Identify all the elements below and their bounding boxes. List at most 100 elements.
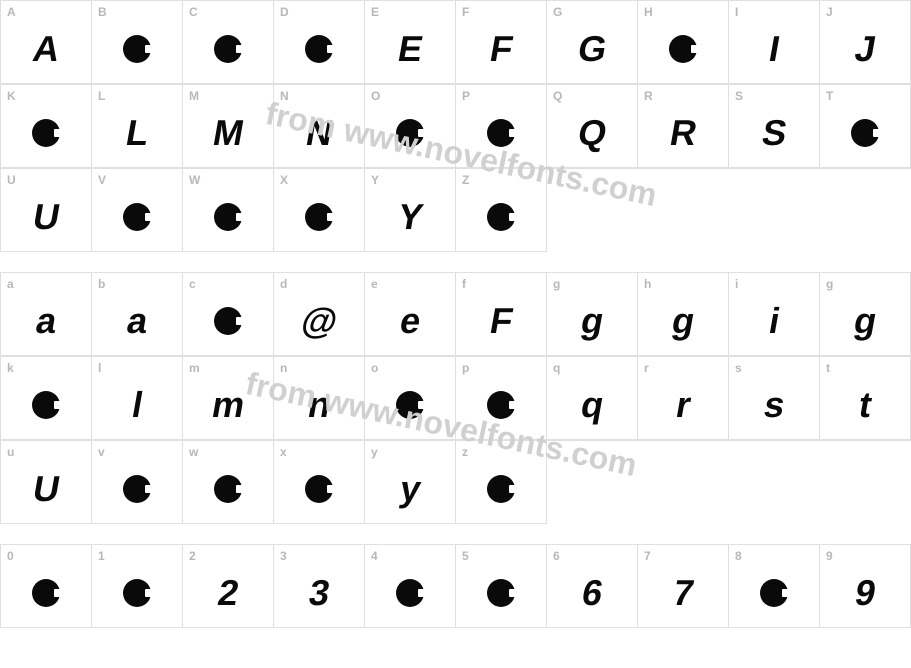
cell-label: X xyxy=(280,173,288,187)
cell-label: e xyxy=(371,277,378,291)
glyph-cell[interactable]: tt xyxy=(820,357,911,440)
glyph-cell[interactable]: d@ xyxy=(274,273,365,356)
glyph-display: N xyxy=(303,112,335,154)
glyph-cell[interactable]: AA xyxy=(1,1,92,84)
glyph-cell[interactable]: Z xyxy=(456,169,547,252)
glyph-cell[interactable]: K xyxy=(1,85,92,168)
glyph-cell[interactable]: ll xyxy=(92,357,183,440)
glyph-cell[interactable]: 8 xyxy=(729,545,820,628)
cell-label: J xyxy=(826,5,833,19)
glyph-cell[interactable]: aa xyxy=(1,273,92,356)
glyph-cell[interactable]: MM xyxy=(183,85,274,168)
glyph-cell[interactable]: ee xyxy=(365,273,456,356)
glyph-cell[interactable]: EE xyxy=(365,1,456,84)
glyph-display: F xyxy=(487,28,515,70)
cell-label: N xyxy=(280,89,289,103)
glyph-cell[interactable]: z xyxy=(456,441,547,524)
cell-label: D xyxy=(280,5,289,19)
cell-label: a xyxy=(7,277,14,291)
glyph-display: @ xyxy=(298,300,340,342)
glyph-cell[interactable]: NN xyxy=(274,85,365,168)
glyph-cell[interactable]: 22 xyxy=(183,545,274,628)
glyph-cell[interactable]: 4 xyxy=(365,545,456,628)
glyph-cell[interactable]: B xyxy=(92,1,183,84)
cell-label: A xyxy=(7,5,16,19)
glyph-cell[interactable]: LL xyxy=(92,85,183,168)
glyph-cell[interactable]: 66 xyxy=(547,545,638,628)
cell-label: H xyxy=(644,5,653,19)
glyph-cell[interactable]: RR xyxy=(638,85,729,168)
glyph-cell[interactable]: H xyxy=(638,1,729,84)
glyph-cell[interactable]: nn xyxy=(274,357,365,440)
glyph-cell[interactable]: ss xyxy=(729,357,820,440)
cell-label: y xyxy=(371,445,378,459)
glyph-cell[interactable]: YY xyxy=(365,169,456,252)
glyph-cell[interactable]: w xyxy=(183,441,274,524)
glyph-cell[interactable]: o xyxy=(365,357,456,440)
glyph-cell[interactable]: SS xyxy=(729,85,820,168)
placeholder-glyph-icon xyxy=(123,579,151,607)
glyph-cell[interactable]: fF xyxy=(456,273,547,356)
glyph-cell[interactable]: yy xyxy=(365,441,456,524)
glyph-display: A xyxy=(30,28,62,70)
glyph-cell[interactable]: x xyxy=(274,441,365,524)
placeholder-glyph-icon xyxy=(487,119,515,147)
cell-label: x xyxy=(280,445,287,459)
glyph-cell[interactable]: ii xyxy=(729,273,820,356)
glyph-cell[interactable]: P xyxy=(456,85,547,168)
placeholder-glyph-icon xyxy=(396,119,424,147)
glyph-cell[interactable]: gg xyxy=(547,273,638,356)
glyph-cell[interactable]: GG xyxy=(547,1,638,84)
cell-label: q xyxy=(553,361,560,375)
glyph-cell[interactable]: v xyxy=(92,441,183,524)
placeholder-glyph-icon xyxy=(214,475,242,503)
cell-label: p xyxy=(462,361,469,375)
glyph-cell[interactable]: p xyxy=(456,357,547,440)
glyph-cell[interactable]: 0 xyxy=(1,545,92,628)
glyph-cell[interactable]: qq xyxy=(547,357,638,440)
glyph-cell[interactable]: ba xyxy=(92,273,183,356)
glyph-cell[interactable]: JJ xyxy=(820,1,911,84)
placeholder-glyph-icon xyxy=(214,203,242,231)
glyph-cell[interactable]: 77 xyxy=(638,545,729,628)
empty-cell xyxy=(547,169,638,252)
glyph-cell[interactable]: D xyxy=(274,1,365,84)
glyph-display: J xyxy=(852,28,878,70)
empty-cell xyxy=(638,169,729,252)
glyph-cell[interactable]: rr xyxy=(638,357,729,440)
glyph-cell[interactable]: II xyxy=(729,1,820,84)
glyph-cell[interactable]: 5 xyxy=(456,545,547,628)
glyph-cell[interactable]: 33 xyxy=(274,545,365,628)
glyph-cell[interactable]: O xyxy=(365,85,456,168)
glyph-cell[interactable]: X xyxy=(274,169,365,252)
glyph-cell[interactable]: mm xyxy=(183,357,274,440)
placeholder-glyph-icon xyxy=(123,203,151,231)
cell-label: O xyxy=(371,89,380,103)
glyph-cell[interactable]: c xyxy=(183,273,274,356)
character-row: uUvwx yyz xyxy=(0,440,911,524)
cell-label: C xyxy=(189,5,198,19)
glyph-cell[interactable]: W xyxy=(183,169,274,252)
glyph-cell[interactable]: FF xyxy=(456,1,547,84)
glyph-cell[interactable]: hg xyxy=(638,273,729,356)
glyph-cell[interactable]: uU xyxy=(1,441,92,524)
glyph-cell[interactable]: QQ xyxy=(547,85,638,168)
glyph-cell[interactable]: 1 xyxy=(92,545,183,628)
cell-label: m xyxy=(189,361,200,375)
glyph-display: t xyxy=(856,384,874,426)
glyph-cell[interactable]: UU xyxy=(1,169,92,252)
placeholder-glyph-icon xyxy=(669,35,697,63)
empty-cell xyxy=(547,441,638,524)
glyph-cell[interactable]: k xyxy=(1,357,92,440)
placeholder-glyph-icon xyxy=(214,307,242,335)
glyph-cell[interactable]: V xyxy=(92,169,183,252)
cell-label: T xyxy=(826,89,833,103)
glyph-cell[interactable]: T xyxy=(820,85,911,168)
glyph-cell[interactable]: C xyxy=(183,1,274,84)
cell-label: F xyxy=(462,5,469,19)
glyph-cell[interactable]: gg xyxy=(820,273,911,356)
placeholder-glyph-icon xyxy=(396,579,424,607)
glyph-cell[interactable]: 99 xyxy=(820,545,911,628)
cell-label: t xyxy=(826,361,830,375)
placeholder-glyph-icon xyxy=(305,475,333,503)
